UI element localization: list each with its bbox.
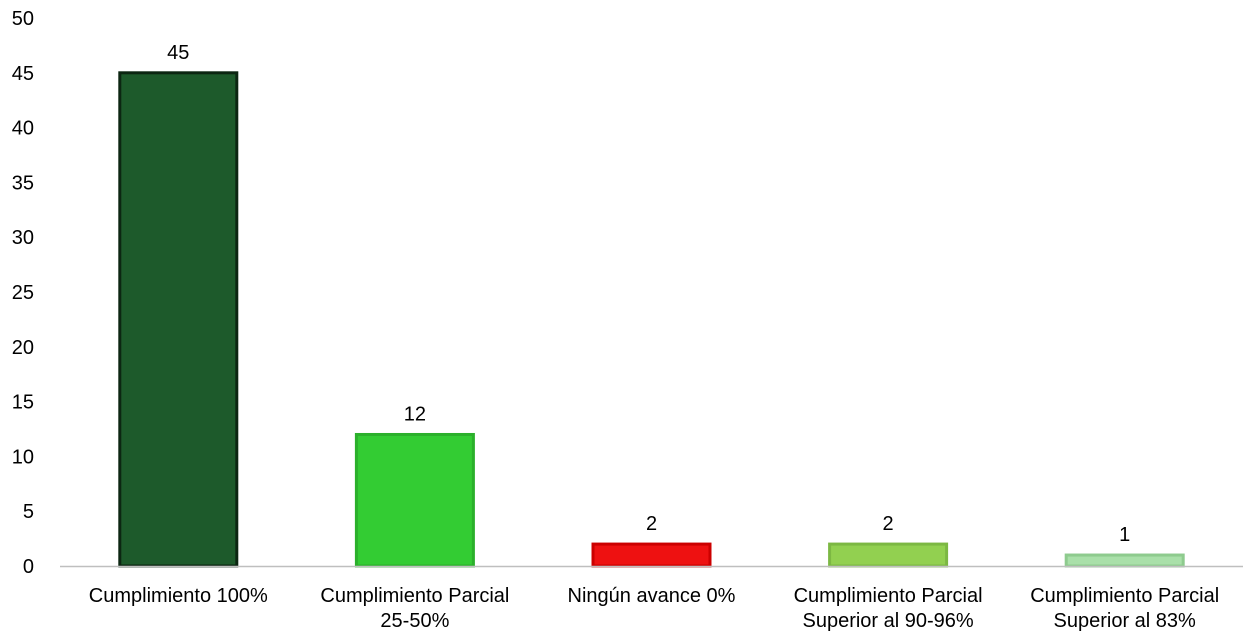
y-tick-label: 40 [12, 118, 34, 140]
y-tick-label: 25 [12, 282, 34, 304]
bar [1064, 553, 1185, 568]
x-tick-label: Cumplimiento Parcial Superior al 90-96% [794, 585, 983, 632]
x-tick-label-line: Cumplimiento 100% [89, 585, 268, 607]
x-tick-label-line: Superior al 83% [1054, 610, 1197, 632]
y-tick-label: 20 [12, 337, 34, 359]
x-tick-label-line: Ningún avance 0% [568, 585, 736, 607]
y-axis-ticks: 0 5 10 15 20 25 30 35 40 45 50 [12, 8, 34, 578]
y-tick-label: 10 [12, 446, 34, 468]
x-tick-label-line: Cumplimiento Parcial [794, 585, 983, 607]
data-label: 2 [883, 513, 894, 535]
y-tick-label: 15 [12, 392, 34, 414]
y-tick-label: 50 [12, 8, 34, 30]
bars [118, 71, 1185, 568]
y-tick-label: 5 [23, 501, 34, 523]
bar [591, 542, 712, 568]
x-tick-label: Cumplimiento 100% [89, 585, 268, 607]
x-tick-label-line: 25-50% [380, 610, 449, 632]
x-tick-label-line: Superior al 90-96% [802, 610, 973, 632]
data-label: 2 [646, 513, 657, 535]
x-tick-label-line: Cumplimiento Parcial [320, 585, 509, 607]
bar [828, 542, 949, 568]
y-tick-label: 35 [12, 172, 34, 194]
y-tick-label: 30 [12, 227, 34, 249]
data-label: 12 [404, 403, 426, 425]
bar [354, 432, 475, 568]
x-tick-label-line: Cumplimiento Parcial [1030, 585, 1219, 607]
x-axis-labels: Cumplimiento 100% Cumplimiento Parcial 25-… [89, 585, 1219, 632]
data-labels: 45 12 2 2 1 [167, 42, 1130, 546]
data-label: 1 [1119, 524, 1130, 546]
y-tick-label: 0 [23, 556, 34, 578]
bar [118, 71, 239, 568]
x-tick-label: Cumplimiento Parcial Superior al 83% [1030, 585, 1219, 632]
data-label: 45 [167, 42, 189, 64]
x-tick-label: Cumplimiento Parcial 25-50% [320, 585, 509, 632]
x-tick-label: Ningún avance 0% [568, 585, 736, 607]
y-tick-label: 45 [12, 63, 34, 85]
